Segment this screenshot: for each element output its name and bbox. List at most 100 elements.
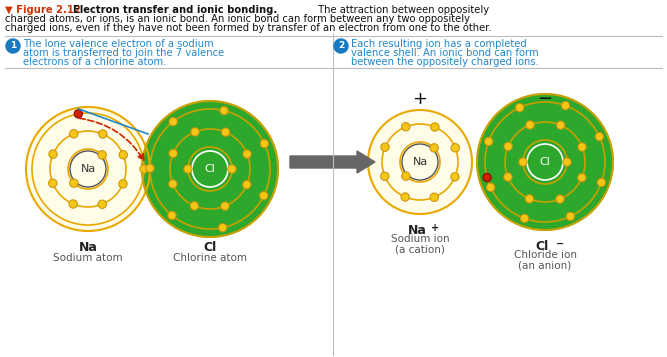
Circle shape bbox=[368, 110, 472, 214]
Circle shape bbox=[6, 39, 20, 53]
Circle shape bbox=[119, 151, 127, 159]
Text: Chlorine atom: Chlorine atom bbox=[173, 253, 247, 263]
Circle shape bbox=[519, 158, 527, 166]
Text: The lone valence electron of a sodium: The lone valence electron of a sodium bbox=[23, 39, 213, 49]
Circle shape bbox=[578, 143, 586, 151]
Circle shape bbox=[484, 137, 493, 146]
Text: +: + bbox=[412, 90, 428, 108]
Text: Cl: Cl bbox=[205, 164, 215, 174]
Text: The attraction between oppositely: The attraction between oppositely bbox=[315, 5, 489, 15]
Text: Cl: Cl bbox=[540, 157, 550, 167]
Circle shape bbox=[98, 200, 107, 208]
Text: Each resulting ion has a completed: Each resulting ion has a completed bbox=[351, 39, 527, 49]
Text: Electron transfer and ionic bonding.: Electron transfer and ionic bonding. bbox=[73, 5, 277, 15]
Circle shape bbox=[556, 195, 564, 203]
Circle shape bbox=[486, 183, 495, 192]
Circle shape bbox=[381, 172, 389, 180]
Circle shape bbox=[69, 200, 77, 208]
Text: Cl: Cl bbox=[203, 241, 217, 254]
Circle shape bbox=[483, 174, 491, 182]
Circle shape bbox=[402, 144, 438, 180]
Circle shape bbox=[477, 94, 613, 230]
Circle shape bbox=[402, 172, 410, 180]
Text: Na: Na bbox=[79, 241, 97, 254]
Circle shape bbox=[168, 211, 176, 220]
Text: Na: Na bbox=[412, 157, 428, 167]
Circle shape bbox=[218, 223, 227, 232]
Circle shape bbox=[525, 195, 534, 203]
Circle shape bbox=[74, 110, 83, 118]
Text: 1: 1 bbox=[10, 41, 16, 50]
Text: Chloride ion: Chloride ion bbox=[514, 250, 576, 260]
Circle shape bbox=[99, 130, 107, 138]
Circle shape bbox=[527, 144, 563, 180]
Text: Cl: Cl bbox=[536, 240, 549, 253]
Text: charged ions, even if they have not been formed by transfer of an electron from : charged ions, even if they have not been… bbox=[5, 23, 492, 33]
Text: valence shell. An ionic bond can form: valence shell. An ionic bond can form bbox=[351, 48, 539, 58]
Circle shape bbox=[140, 165, 148, 173]
Circle shape bbox=[578, 174, 586, 182]
FancyArrow shape bbox=[290, 151, 375, 173]
Circle shape bbox=[504, 142, 512, 151]
Text: Na: Na bbox=[408, 224, 426, 237]
Circle shape bbox=[69, 179, 78, 187]
Text: atom is transferred to join the 7 valence: atom is transferred to join the 7 valenc… bbox=[23, 48, 224, 58]
Text: electrons of a chlorine atom.: electrons of a chlorine atom. bbox=[23, 57, 166, 67]
Circle shape bbox=[259, 191, 268, 200]
Circle shape bbox=[451, 173, 459, 181]
Text: charged atoms, or ions, is an ionic bond. An ionic bond can form between any two: charged atoms, or ions, is an ionic bond… bbox=[5, 14, 470, 24]
Circle shape bbox=[26, 107, 150, 231]
Text: +: + bbox=[431, 223, 439, 233]
Circle shape bbox=[381, 143, 390, 151]
Circle shape bbox=[146, 164, 154, 172]
Circle shape bbox=[260, 140, 269, 148]
Circle shape bbox=[192, 151, 228, 187]
Text: (an anion): (an anion) bbox=[518, 260, 572, 270]
Text: between the oppositely charged ions.: between the oppositely charged ions. bbox=[351, 57, 539, 67]
Circle shape bbox=[402, 122, 410, 131]
Circle shape bbox=[243, 180, 251, 189]
Text: Na: Na bbox=[81, 164, 95, 174]
Circle shape bbox=[566, 212, 574, 221]
Text: (a cation): (a cation) bbox=[395, 244, 445, 254]
Text: Sodium atom: Sodium atom bbox=[53, 253, 123, 263]
Circle shape bbox=[49, 150, 57, 159]
Circle shape bbox=[169, 149, 177, 157]
Circle shape bbox=[70, 151, 106, 187]
Circle shape bbox=[516, 104, 524, 112]
Circle shape bbox=[191, 128, 199, 136]
Circle shape bbox=[597, 178, 606, 187]
Circle shape bbox=[520, 214, 529, 222]
Circle shape bbox=[184, 165, 192, 173]
Circle shape bbox=[563, 158, 571, 166]
Circle shape bbox=[243, 150, 251, 158]
Circle shape bbox=[190, 202, 199, 210]
Circle shape bbox=[526, 121, 534, 129]
Circle shape bbox=[556, 121, 565, 129]
Circle shape bbox=[98, 151, 106, 159]
Circle shape bbox=[451, 144, 460, 152]
Circle shape bbox=[401, 193, 410, 201]
Circle shape bbox=[431, 123, 439, 131]
Circle shape bbox=[169, 180, 177, 188]
Circle shape bbox=[430, 193, 438, 201]
Text: −: − bbox=[556, 239, 564, 249]
Text: −: − bbox=[538, 90, 552, 108]
Circle shape bbox=[142, 101, 278, 237]
Circle shape bbox=[69, 130, 78, 138]
Circle shape bbox=[220, 106, 228, 115]
Circle shape bbox=[228, 165, 236, 173]
Circle shape bbox=[49, 179, 57, 187]
Text: ▼ Figure 2.12: ▼ Figure 2.12 bbox=[5, 5, 84, 15]
Circle shape bbox=[430, 144, 438, 152]
Circle shape bbox=[119, 180, 127, 188]
Circle shape bbox=[595, 132, 604, 141]
Circle shape bbox=[221, 128, 230, 136]
Text: Sodium ion: Sodium ion bbox=[391, 234, 450, 244]
Circle shape bbox=[221, 202, 229, 210]
Circle shape bbox=[504, 173, 512, 181]
Text: 2: 2 bbox=[338, 41, 344, 50]
Circle shape bbox=[169, 117, 177, 126]
Circle shape bbox=[334, 39, 348, 53]
Circle shape bbox=[562, 101, 570, 110]
